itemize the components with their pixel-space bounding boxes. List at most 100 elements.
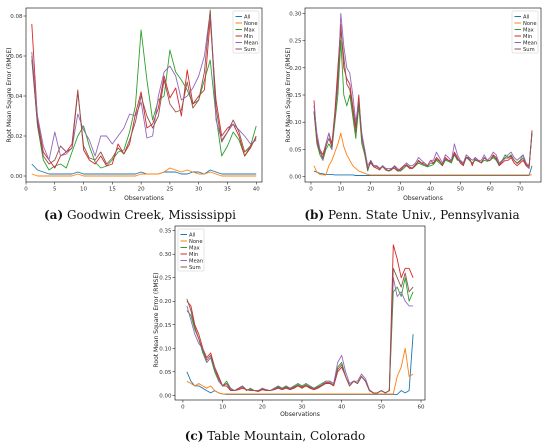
series-line-sum xyxy=(186,267,414,394)
x-tick-label: 30 xyxy=(195,187,202,193)
legend-label-all: All xyxy=(523,14,529,20)
x-tick-label: 20 xyxy=(138,187,145,193)
series-line-min xyxy=(186,244,414,394)
x-tick-label: 30 xyxy=(397,187,404,193)
legend-label-none: None xyxy=(189,239,203,245)
x-tick-label: 40 xyxy=(427,187,434,193)
y-tick-label: 0.05 xyxy=(289,147,302,153)
xlabel-b: Observations xyxy=(403,195,443,202)
x-tick-label: 0 xyxy=(309,187,313,193)
x-tick-label: 10 xyxy=(337,187,344,193)
y-tick-label: 0.08 xyxy=(10,14,23,20)
y-tick-label: 0.15 xyxy=(289,93,302,99)
x-tick-label: 60 xyxy=(418,405,425,411)
series-line-all xyxy=(313,165,533,176)
y-tick-label: 0.00 xyxy=(10,174,23,180)
xlabel-a: Observations xyxy=(124,195,164,202)
y-tick-label: 0.15 xyxy=(159,323,172,329)
legend-label-mean: Mean xyxy=(523,40,537,46)
y-tick-label: 0.25 xyxy=(289,39,302,45)
x-tick-label: 25 xyxy=(166,187,173,193)
y-tick-label: 0.10 xyxy=(289,120,302,126)
x-tick-label: 35 xyxy=(224,187,231,193)
plot-frame xyxy=(174,225,426,401)
legend-label-mean: Mean xyxy=(244,40,258,46)
x-tick-label: 30 xyxy=(298,405,305,411)
series-line-none xyxy=(313,132,532,176)
y-tick-label: 0.05 xyxy=(159,370,172,376)
x-tick-label: 20 xyxy=(259,405,266,411)
legend-label-none: None xyxy=(523,21,537,27)
x-tick-label: 60 xyxy=(487,187,494,193)
series-line-max xyxy=(186,277,414,394)
caption-c: (c) Table Mountain, Colorado xyxy=(185,429,366,443)
legend-label-all: All xyxy=(244,14,250,20)
legend-label-max: Max xyxy=(244,27,255,33)
series-line-max xyxy=(31,29,257,171)
y-tick-label: 0.00 xyxy=(159,393,172,399)
chart-table-mountain: Root Mean Square Error (RMSE) Observatio… xyxy=(153,225,426,443)
caption-a-letter: (a) xyxy=(44,208,63,222)
x-tick-label: 50 xyxy=(378,405,385,411)
y-tick-label: 0.02 xyxy=(10,134,22,140)
y-tick-label: 0.30 xyxy=(159,252,172,258)
x-tick-label: 70 xyxy=(517,187,524,193)
x-tick-label: 0 xyxy=(181,405,185,411)
caption-b-letter: (b) xyxy=(304,208,324,222)
x-tick-label: 0 xyxy=(24,187,28,193)
y-tick-label: 0.10 xyxy=(159,346,172,352)
x-tick-label: 40 xyxy=(253,187,260,193)
chart-goodwin-creek: Root Mean Square Error (RMSE) Observatio… xyxy=(6,7,263,222)
series-line-mean xyxy=(31,11,257,161)
y-tick-label: 0.04 xyxy=(10,94,23,100)
series-line-none xyxy=(31,167,257,177)
x-tick-label: 15 xyxy=(109,187,116,193)
x-tick-label: 20 xyxy=(367,187,374,193)
y-tick-label: 0.30 xyxy=(289,11,302,17)
y-tick-label: 0.35 xyxy=(159,229,172,235)
series-line-sum xyxy=(31,9,257,165)
series-line-all xyxy=(186,334,414,395)
plot-frame xyxy=(25,7,263,183)
legend-label-all: All xyxy=(189,232,195,238)
series-line-max xyxy=(313,40,533,172)
y-tick-label: 0.20 xyxy=(289,66,302,72)
y-tick-label: 0.00 xyxy=(289,175,302,181)
series-line-min xyxy=(313,23,533,172)
series-line-all xyxy=(31,163,257,175)
series-line-min xyxy=(31,19,257,169)
caption-c-text: Table Mountain, Colorado xyxy=(207,429,365,443)
legend-label-sum: Sum xyxy=(189,265,201,271)
legend-label-mean: Mean xyxy=(189,258,203,264)
caption-c-letter: (c) xyxy=(185,429,204,443)
legend-label-min: Min xyxy=(189,252,198,258)
x-tick-label: 10 xyxy=(219,405,226,411)
legend-label-max: Max xyxy=(523,27,534,33)
y-tick-label: 0.20 xyxy=(159,299,172,305)
caption-b-text: Penn. State Univ., Pennsylvania xyxy=(328,208,520,222)
series-line-mean xyxy=(313,12,533,172)
ylabel-a: Root Mean Square Error (RMSE) xyxy=(6,48,13,143)
series-line-none xyxy=(186,347,414,395)
x-tick-label: 5 xyxy=(53,187,57,193)
ylabel-b: Root Mean Square Error (RMSE) xyxy=(285,48,292,143)
series-line-mean xyxy=(186,277,414,394)
caption-a-text: Goodwin Creek, Mississippi xyxy=(67,208,236,222)
xlabel-c: Observations xyxy=(280,411,320,418)
x-tick-label: 10 xyxy=(80,187,87,193)
legend-label-min: Min xyxy=(244,34,253,40)
y-tick-label: 0.25 xyxy=(159,276,172,282)
legend-label-sum: Sum xyxy=(523,47,535,53)
legend-label-none: None xyxy=(244,21,258,27)
caption-b: (b) Penn. State Univ., Pennsylvania xyxy=(304,208,519,222)
x-tick-label: 40 xyxy=(338,405,345,411)
caption-a: (a) Goodwin Creek, Mississippi xyxy=(44,208,236,222)
y-tick-label: 0.06 xyxy=(10,54,23,60)
series-line-sum xyxy=(313,29,533,172)
legend-label-sum: Sum xyxy=(244,47,256,53)
chart-penn-state: Root Mean Square Error (RMSE) Observatio… xyxy=(285,7,542,222)
legend-label-max: Max xyxy=(189,245,200,251)
legend-label-min: Min xyxy=(523,34,532,40)
ylabel-c: Root Mean Square Error (RMSE) xyxy=(153,273,160,368)
